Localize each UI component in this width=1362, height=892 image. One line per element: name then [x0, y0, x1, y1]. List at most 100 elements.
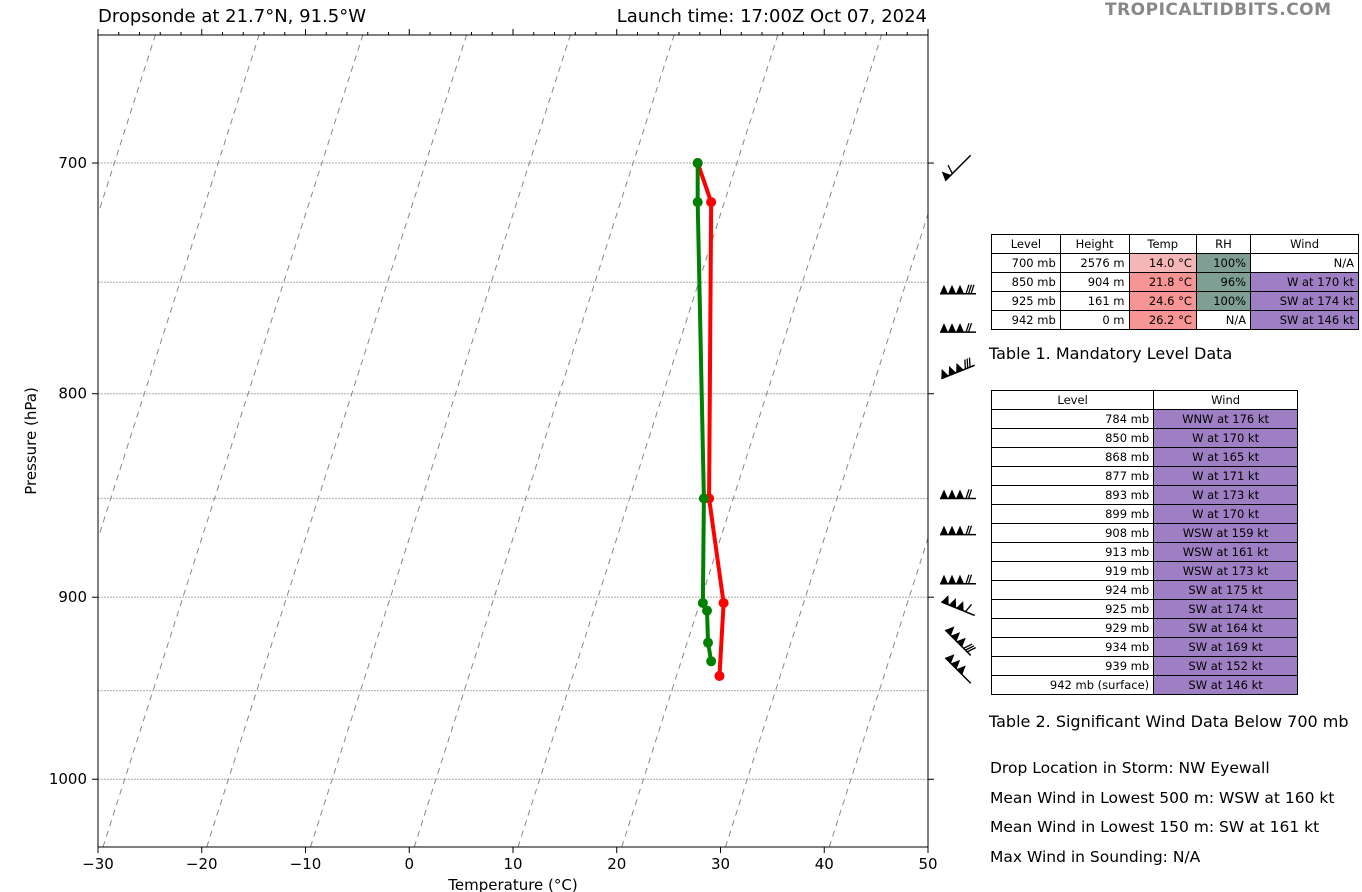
table-row: 784 mb WNW at 176 kt: [990, 409, 1298, 429]
table-cell: 868 mb: [990, 447, 1155, 467]
barb-feather: [965, 525, 970, 535]
table-cell: 0 m: [1059, 310, 1130, 330]
y-axis-label: Pressure (hPa): [22, 387, 40, 495]
significant-wind-table: Level Wind 784 mb WNW at 176 kt 850 mb W at …: [990, 390, 1298, 695]
dewpoint-point: [706, 656, 717, 667]
table-header-row: Level Height Temp RH Wind: [991, 234, 1359, 254]
wind-barb: [940, 574, 976, 585]
wind-barb: [940, 322, 976, 333]
dewpoint-point: [698, 493, 709, 504]
table-cell: W at 173 kt: [1153, 485, 1298, 505]
barb-pennant: [956, 284, 964, 294]
column-header: Level: [991, 234, 1061, 254]
table-cell: 925 mb: [990, 599, 1155, 619]
sounding-profiles: [692, 158, 729, 682]
table-cell: 100%: [1195, 291, 1252, 311]
column-header: Height: [1059, 234, 1130, 254]
barb-pennant: [940, 323, 948, 333]
barb-pennant: [956, 601, 964, 611]
table-cell: 939 mb: [990, 656, 1155, 676]
barb-feather: [967, 322, 973, 333]
barb-feather: [965, 574, 970, 584]
column-header: RH: [1195, 234, 1252, 254]
barb-feather: [965, 284, 970, 294]
table-cell: W at 170 kt: [1153, 428, 1298, 448]
barb-pennant: [940, 574, 948, 584]
table-cell: SW at 175 kt: [1153, 580, 1298, 600]
skew-guide-line: [517, 35, 779, 847]
dewpoint-point: [703, 637, 714, 648]
barb-pennant: [950, 659, 961, 670]
chart-title-left: Dropsonde at 21.7°N, 91.5°W: [98, 6, 366, 27]
skew-guide-line: [725, 212, 928, 847]
y-tick-label: 1000: [49, 770, 87, 788]
table1-caption: Table 1. Mandatory Level Data: [989, 344, 1233, 363]
wind-barb: [941, 357, 975, 380]
barb-feather: [967, 489, 973, 499]
table-row: 942 mb 0 m 26.2 °C N/A SW at 146 kt: [991, 310, 1359, 330]
table-row: 925 mb 161 m 24.6 °C 100% SW at 174 kt: [991, 291, 1359, 311]
table-cell: SW at 164 kt: [1153, 618, 1298, 638]
barb-feather: [947, 164, 953, 174]
table-cell: 929 mb: [990, 618, 1155, 638]
barb-pennant: [948, 489, 956, 499]
skew-guide-line: [621, 35, 883, 847]
barb-pennant: [945, 626, 955, 636]
skew-guide-line: [933, 35, 980, 847]
table-cell: SW at 152 kt: [1153, 656, 1298, 676]
barb-feather: [965, 489, 970, 499]
barb-pennant: [948, 284, 956, 294]
barb-pennant: [956, 362, 964, 373]
table-cell: SW at 169 kt: [1153, 637, 1298, 657]
table-cell: 919 mb: [990, 561, 1155, 581]
wind-barb: [940, 525, 976, 536]
table-row: 893 mb W at 173 kt: [990, 485, 1298, 505]
table-cell: W at 171 kt: [1153, 466, 1298, 486]
table-cell: 925 mb: [991, 291, 1061, 311]
table-row: 913 mb WSW at 161 kt: [990, 542, 1298, 562]
temperature-point: [714, 671, 725, 682]
barb-pennant: [956, 525, 964, 535]
table-cell: WNW at 176 kt: [1153, 409, 1298, 429]
barb-feather: [970, 284, 975, 294]
table-cell: W at 165 kt: [1153, 447, 1298, 467]
dewpoint-point: [702, 605, 713, 616]
table-cell: WSW at 159 kt: [1153, 523, 1298, 543]
barb-pennant: [948, 525, 956, 535]
mean-wind-500m-text: Mean Wind in Lowest 500 m: WSW at 160 kt: [990, 789, 1335, 807]
table-row: 929 mb SW at 164 kt: [990, 618, 1298, 638]
table-row: 868 mb W at 165 kt: [990, 447, 1298, 467]
barb-pennant: [940, 525, 948, 535]
table-cell: 161 m: [1059, 291, 1130, 311]
barb-pennant: [948, 574, 956, 584]
x-tick-label: 20: [607, 855, 626, 873]
table-cell: 96%: [1195, 272, 1252, 292]
barb-feather: [965, 645, 975, 651]
drop-location-text: Drop Location in Storm: NW Eyewall: [990, 759, 1270, 777]
table-row: 925 mb SW at 174 kt: [990, 599, 1298, 619]
wind-barbs: [940, 154, 976, 684]
barb-pennant: [941, 595, 949, 605]
table-row: 700 mb 2576 m 14.0 °C 100% N/A: [991, 253, 1359, 273]
table-row: 908 mb WSW at 159 kt: [990, 523, 1298, 543]
x-tick-label: −30: [82, 855, 114, 873]
temperature-point: [706, 197, 717, 208]
x-tick-label: 0: [404, 855, 414, 873]
table-cell: 26.2 °C: [1128, 310, 1197, 330]
table-cell: 942 mb (surface): [990, 675, 1155, 695]
x-axis-label: Temperature (°C): [447, 876, 577, 892]
barb-feather: [968, 357, 971, 368]
barb-pennant: [941, 368, 949, 379]
table-cell: 14.0 °C: [1128, 253, 1197, 273]
table-cell: SW at 146 kt: [1250, 310, 1359, 330]
table-cell: 21.8 °C: [1128, 272, 1197, 292]
table-row: 919 mb WSW at 173 kt: [990, 561, 1298, 581]
barb-pennant: [956, 665, 966, 675]
y-tick-label: 700: [58, 154, 87, 172]
axis-ticks: −30 −20 −10 0 10 20 30 40 50 700 800 900 1000: [49, 29, 938, 873]
barb-feather: [967, 284, 973, 294]
table-cell: 700 mb: [991, 253, 1061, 273]
barb-pennant: [940, 489, 948, 499]
table-cell: 24.6 °C: [1128, 291, 1197, 311]
dewpoint-point: [692, 197, 703, 208]
